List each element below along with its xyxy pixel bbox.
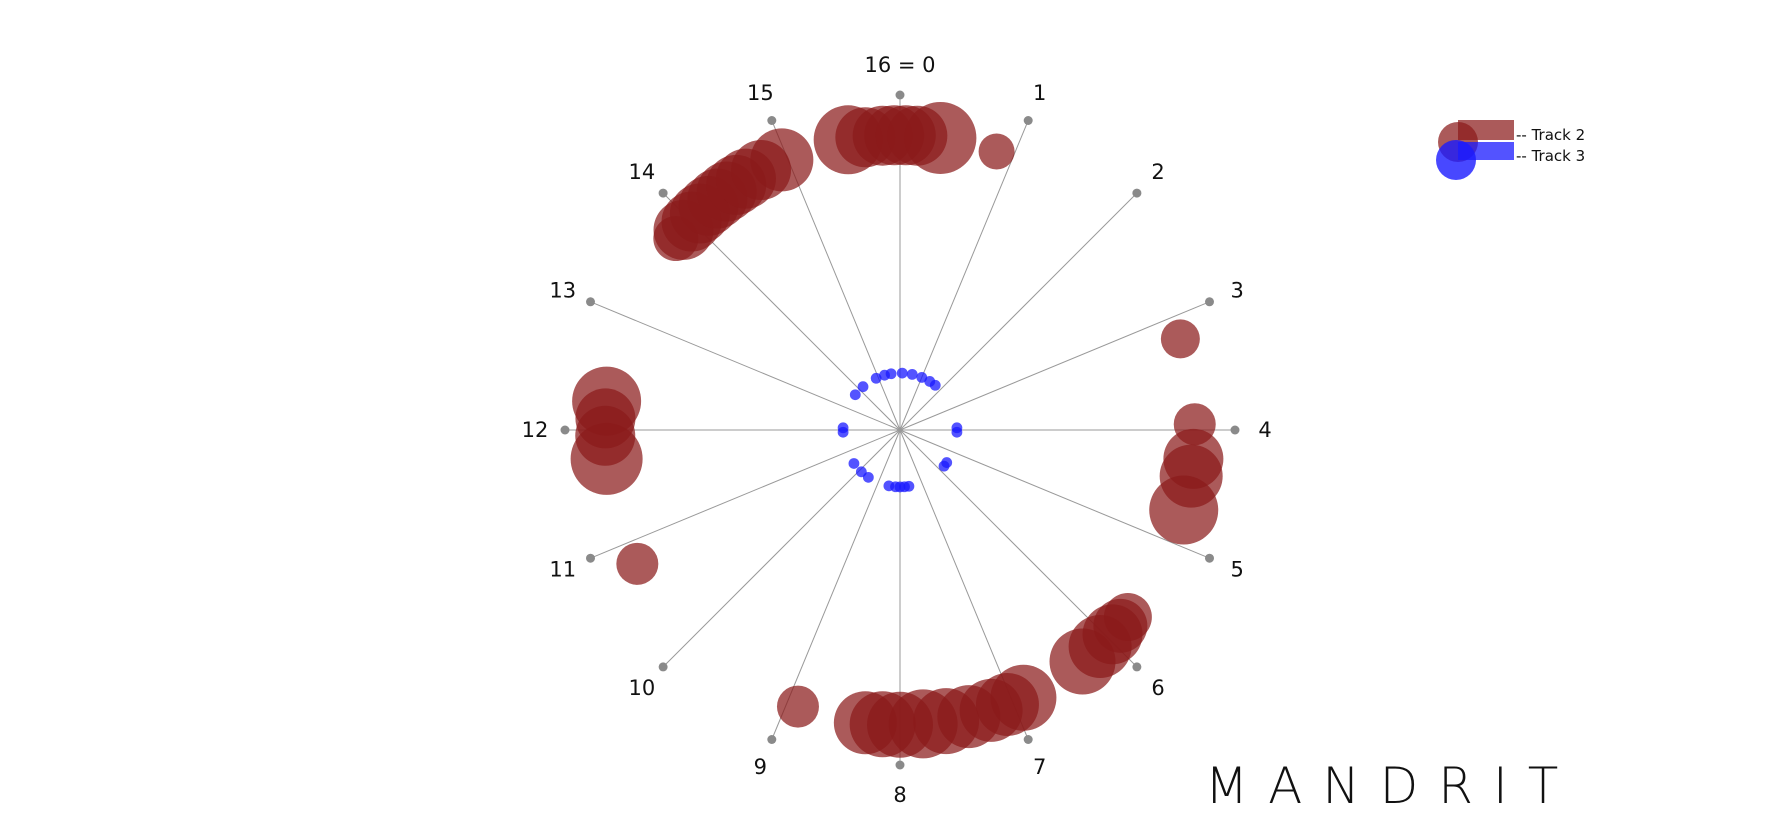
data-point (1049, 628, 1116, 695)
spoke-line-11 (590, 429, 901, 559)
spoke-endpoint-6 (1132, 662, 1142, 672)
spoke-endpoint-15 (767, 116, 777, 126)
spoke-endpoint-14 (658, 188, 668, 198)
spoke-endpoint-1 (1023, 116, 1033, 126)
spoke-label-0: 16 = 0 (864, 53, 935, 77)
spoke-label-9: 9 (754, 755, 767, 779)
data-point (904, 101, 977, 174)
spoke-label-10: 10 (629, 676, 656, 700)
spoke-label-5: 5 (1231, 558, 1244, 582)
spoke-label-13: 13 (549, 278, 576, 302)
spoke-label-2: 2 (1151, 160, 1164, 184)
spoke-endpoint-0 (895, 90, 905, 100)
data-point (938, 460, 950, 472)
spoke-endpoint-12 (560, 425, 570, 435)
spoke-endpoint-4 (1230, 425, 1240, 435)
spoke-label-8: 8 (893, 783, 906, 807)
spoke-endpoint-9 (767, 734, 777, 744)
spoke-endpoint-3 (1204, 297, 1214, 307)
legend-label-track-3: -- Track 3 (1516, 147, 1585, 165)
legend: -- Track 2 -- Track 3 (1436, 120, 1585, 180)
data-point (906, 368, 918, 380)
spoke-line-2 (899, 192, 1138, 431)
spoke-label-11: 11 (549, 558, 576, 582)
spoke-endpoint-10 (658, 662, 668, 672)
data-point (855, 466, 867, 478)
data-point (848, 458, 860, 469)
data-point (1160, 319, 1200, 359)
spoke-label-15: 15 (747, 81, 774, 105)
legend-bubble-track-3 (1436, 140, 1476, 180)
data-point (750, 128, 814, 192)
spoke-line-3 (899, 301, 1210, 431)
spoke-line-5 (899, 429, 1210, 559)
spoke-line-10 (662, 429, 901, 668)
spoke-label-6: 6 (1151, 676, 1164, 700)
spoke-label-7: 7 (1033, 755, 1046, 779)
data-point (951, 426, 963, 438)
series-track-2 (570, 101, 1224, 759)
spoke-line-13 (590, 301, 901, 431)
data-point (849, 389, 861, 401)
spoke-endpoint-2 (1132, 188, 1142, 198)
spoke-label-4: 4 (1258, 418, 1271, 442)
spoke-endpoint-11 (586, 553, 596, 563)
spoke-label-1: 1 (1033, 81, 1046, 105)
spoke-endpoint-13 (586, 297, 596, 307)
data-point (857, 381, 869, 393)
spoke-endpoint-8 (895, 760, 905, 770)
spoke-endpoints (560, 90, 1240, 770)
data-point (572, 366, 642, 436)
brand-logo: MANDRIT (1205, 757, 1578, 815)
data-point (896, 367, 908, 379)
data-point (870, 372, 882, 384)
spoke-endpoint-5 (1204, 553, 1214, 563)
data-point (929, 379, 941, 391)
data-point (1149, 475, 1219, 545)
spoke-endpoint-7 (1023, 734, 1033, 744)
spoke-label-12: 12 (522, 418, 549, 442)
data-point (885, 368, 897, 380)
data-point (978, 133, 1015, 170)
data-point (833, 691, 897, 755)
series-points (570, 101, 1224, 759)
spoke-label-3: 3 (1231, 278, 1244, 302)
data-point (883, 480, 895, 492)
data-point (916, 371, 928, 383)
series-track-3 (837, 367, 963, 493)
data-point (837, 422, 849, 434)
data-point (616, 542, 659, 585)
data-point (776, 685, 819, 728)
legend-label-track-2: -- Track 2 (1516, 126, 1585, 144)
spoke-label-14: 14 (629, 160, 656, 184)
